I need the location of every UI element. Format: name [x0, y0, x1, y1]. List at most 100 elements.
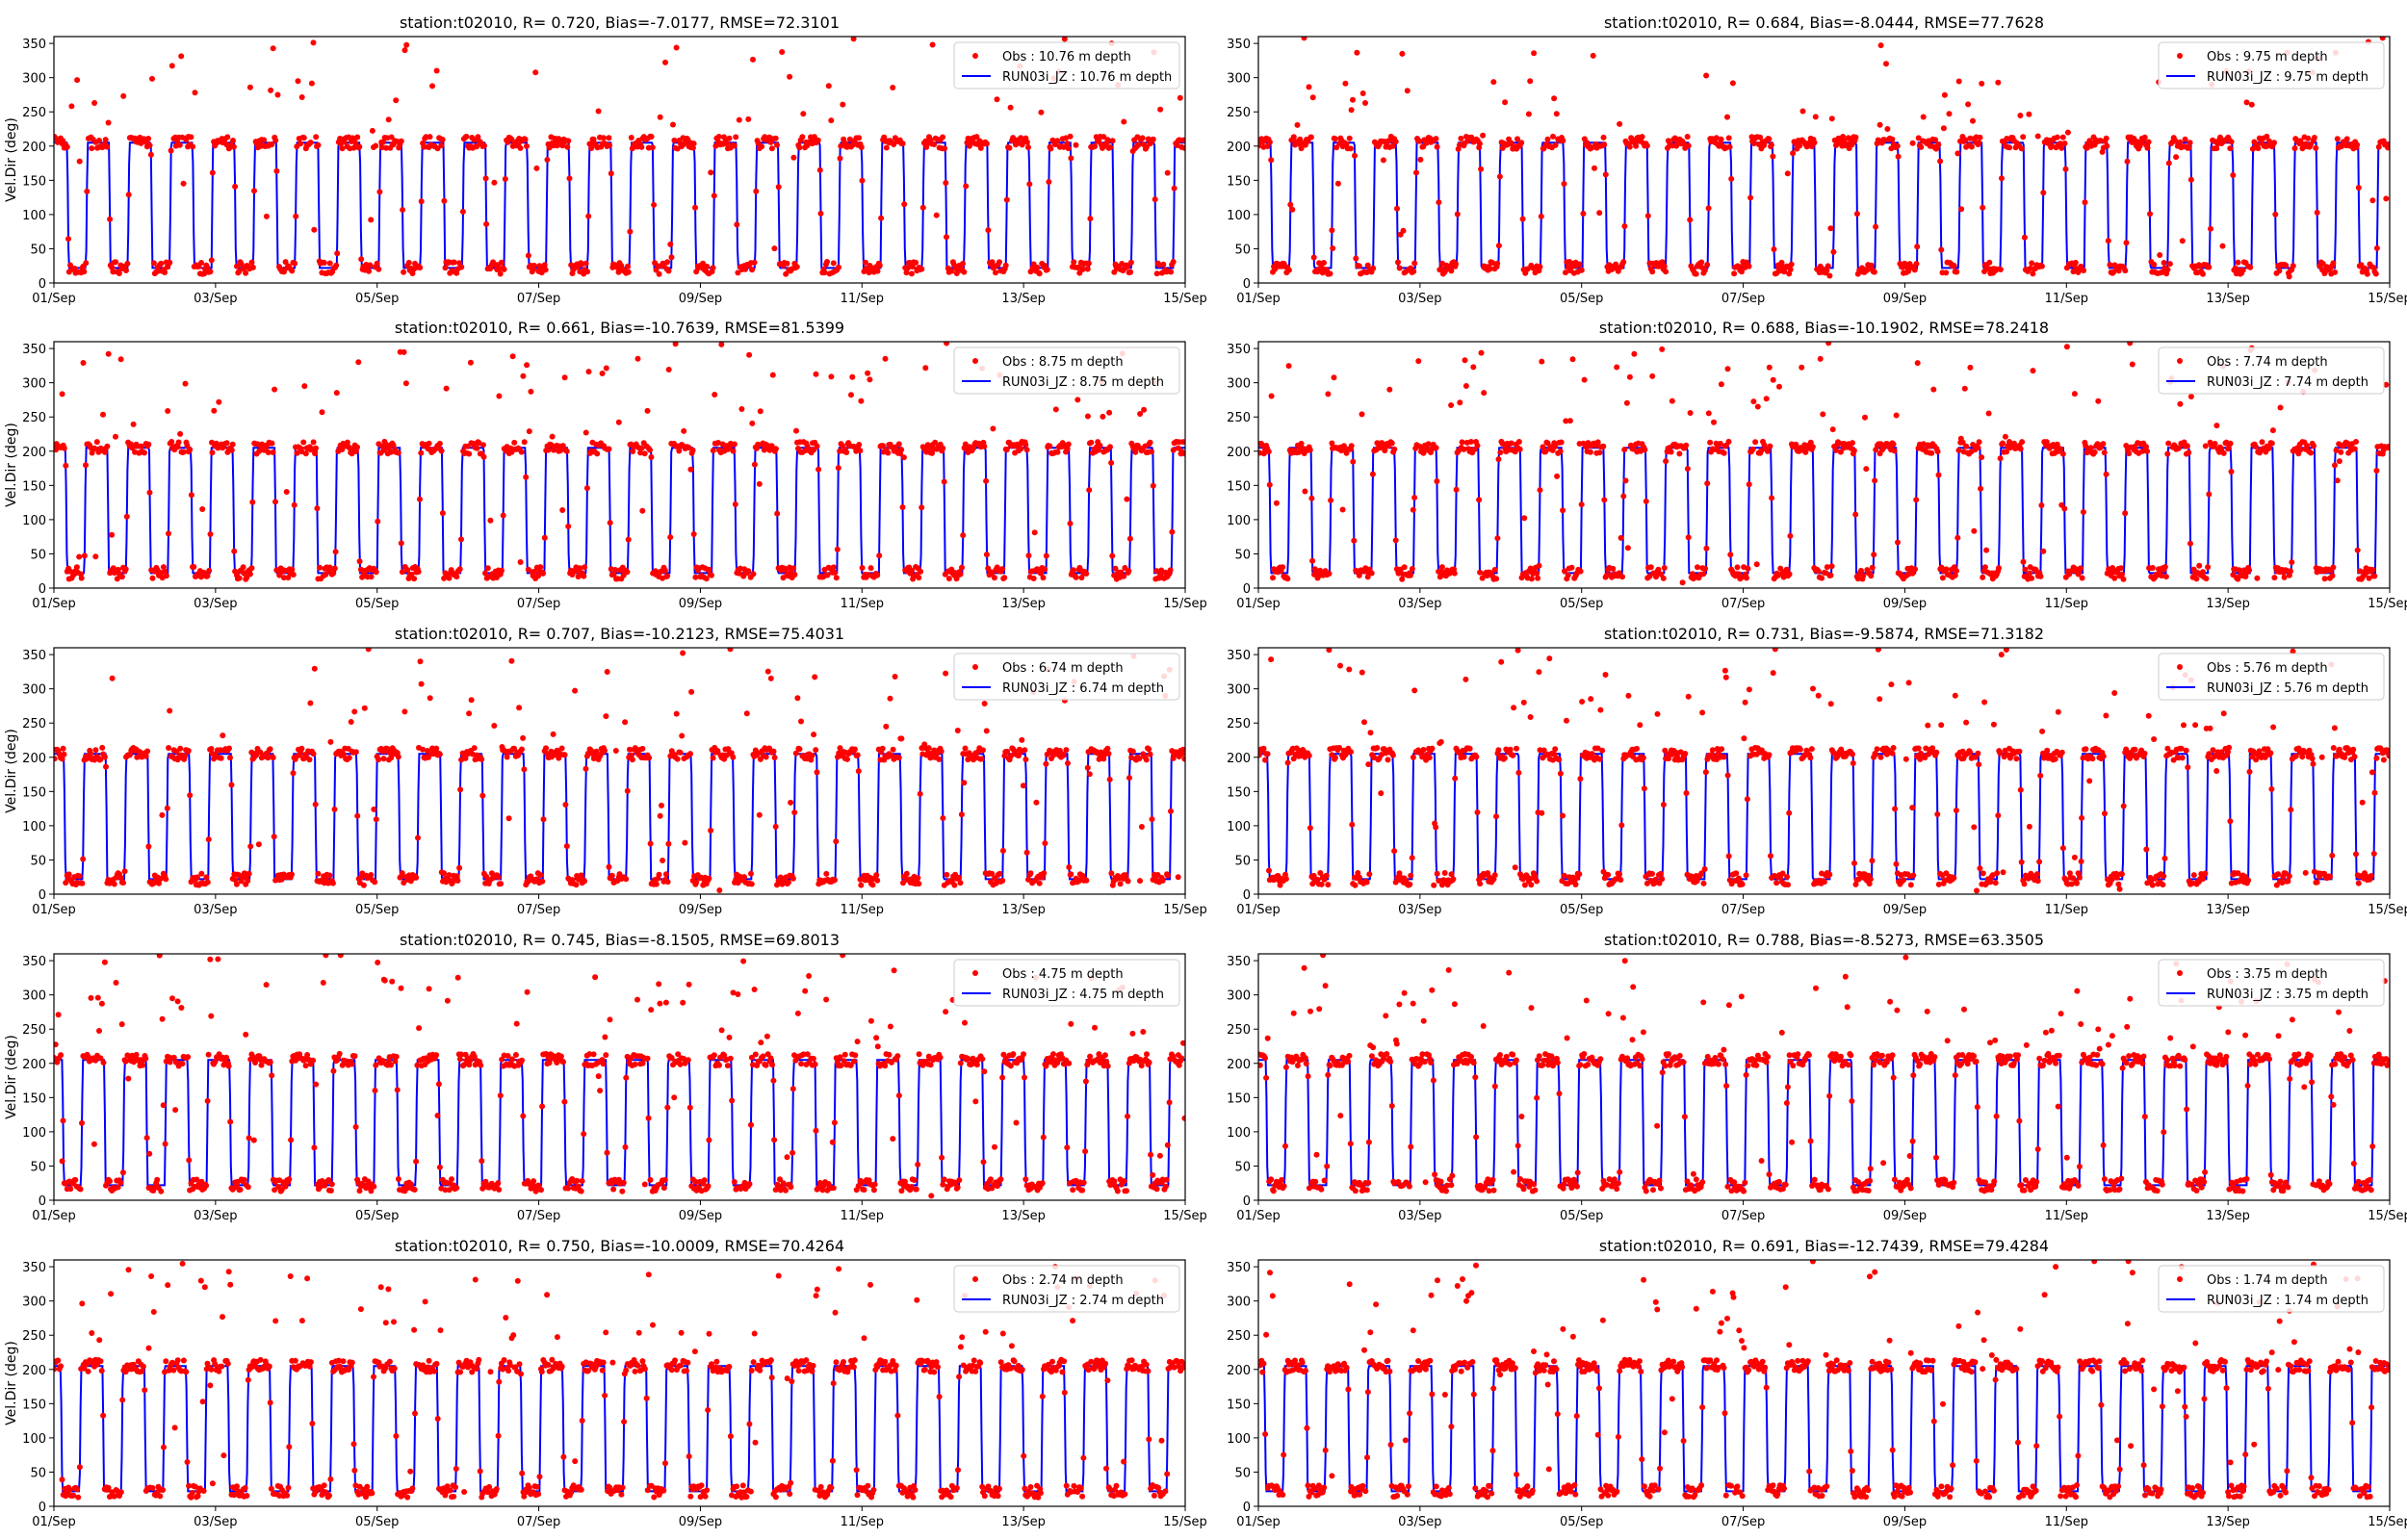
- obs-point: [1448, 402, 1455, 408]
- y-tick-label: 150: [1227, 785, 1251, 800]
- obs-point: [916, 881, 922, 887]
- obs-point: [792, 750, 799, 757]
- obs-point: [693, 879, 700, 886]
- obs-point: [1157, 106, 1164, 113]
- obs-point: [983, 141, 990, 147]
- obs-point: [1367, 730, 1374, 736]
- obs-point: [1177, 94, 1183, 101]
- obs-point: [1458, 135, 1464, 141]
- obs-point: [1726, 143, 1733, 150]
- x-tick-label: 05/Sep: [1560, 903, 1603, 917]
- y-tick-label: 150: [22, 479, 46, 494]
- obs-point: [350, 144, 357, 151]
- obs-point: [1088, 439, 1095, 446]
- obs-point: [1433, 136, 1439, 142]
- obs-point: [1700, 571, 1707, 578]
- legend-model-label: RUN03i_JZ : 8.75 m depth: [1002, 375, 1164, 390]
- obs-point: [1702, 565, 1709, 572]
- obs-point: [1580, 211, 1587, 217]
- obs-point: [121, 868, 128, 875]
- obs-point: [1939, 575, 1946, 581]
- obs-point: [1181, 144, 1185, 151]
- obs-point: [294, 449, 300, 456]
- obs-point: [474, 445, 480, 451]
- obs-point: [439, 137, 446, 142]
- obs-point: [1980, 574, 1986, 580]
- model-series-line: [54, 447, 1185, 575]
- obs-point: [191, 564, 197, 570]
- obs-point: [199, 506, 206, 512]
- obs-point: [651, 201, 658, 208]
- obs-point: [1516, 446, 1523, 452]
- obs-point: [708, 169, 714, 176]
- obs-point: [372, 879, 378, 886]
- obs-point: [849, 373, 856, 380]
- obs-point: [1350, 458, 1357, 465]
- obs-point: [859, 177, 866, 184]
- obs-point: [427, 134, 433, 141]
- obs-point: [1600, 443, 1607, 449]
- obs-point: [402, 380, 409, 387]
- obs-point: [1955, 447, 1962, 453]
- obs-point: [940, 445, 946, 451]
- obs-point: [1770, 376, 1776, 383]
- obs-point: [859, 565, 866, 571]
- obs-point: [188, 134, 194, 141]
- obs-point: [1770, 153, 1776, 160]
- obs-point: [648, 134, 655, 140]
- obs-point: [1940, 125, 1947, 132]
- obs-point: [162, 568, 168, 575]
- obs-point: [582, 564, 588, 571]
- obs-point: [111, 881, 117, 887]
- obs-point: [649, 144, 656, 151]
- obs-point: [2164, 267, 2171, 273]
- obs-point: [674, 756, 681, 762]
- obs-point: [1040, 575, 1047, 581]
- obs-point: [606, 446, 612, 452]
- obs-point: [134, 443, 141, 449]
- obs-point: [757, 408, 764, 415]
- obs-point: [1362, 100, 1368, 106]
- obs-point: [474, 143, 480, 150]
- obs-point: [159, 811, 166, 818]
- obs-point: [1356, 572, 1362, 578]
- obs-point: [771, 755, 778, 761]
- obs-point: [167, 259, 173, 266]
- obs-point: [1934, 449, 1941, 455]
- obs-point: [1552, 443, 1559, 449]
- obs-point: [348, 719, 354, 725]
- obs-point: [630, 449, 636, 454]
- obs-point: [218, 755, 224, 761]
- obs-point: [989, 570, 996, 577]
- obs-point: [354, 812, 361, 819]
- obs-point: [2159, 573, 2165, 579]
- obs-point: [772, 135, 779, 141]
- obs-point: [2332, 462, 2338, 469]
- x-tick-label: 13/Sep: [2206, 903, 2249, 917]
- obs-point: [2369, 567, 2376, 573]
- obs-point: [1578, 267, 1585, 273]
- obs-point: [899, 504, 906, 510]
- obs-point: [1164, 872, 1171, 879]
- obs-point: [1485, 870, 1491, 877]
- obs-point: [961, 780, 968, 786]
- obs-point: [1578, 501, 1585, 508]
- obs-point: [1815, 568, 1822, 575]
- x-tick-label: 09/Sep: [1883, 597, 1927, 611]
- obs-point: [830, 564, 837, 571]
- obs-point: [2304, 443, 2311, 449]
- obs-point: [462, 755, 469, 761]
- obs-point: [1536, 669, 1542, 676]
- obs-point: [2319, 261, 2326, 267]
- obs-point: [2091, 449, 2098, 455]
- obs-point: [2103, 471, 2109, 477]
- obs-point: [522, 136, 529, 142]
- x-tick-label: 13/Sep: [1001, 292, 1045, 306]
- obs-point: [1961, 385, 1968, 392]
- obs-point: [559, 507, 566, 513]
- obs-point: [653, 881, 660, 887]
- legend-box: [953, 653, 1180, 701]
- obs-point: [999, 878, 1006, 884]
- obs-point: [1577, 568, 1584, 575]
- obs-point: [1538, 213, 1544, 219]
